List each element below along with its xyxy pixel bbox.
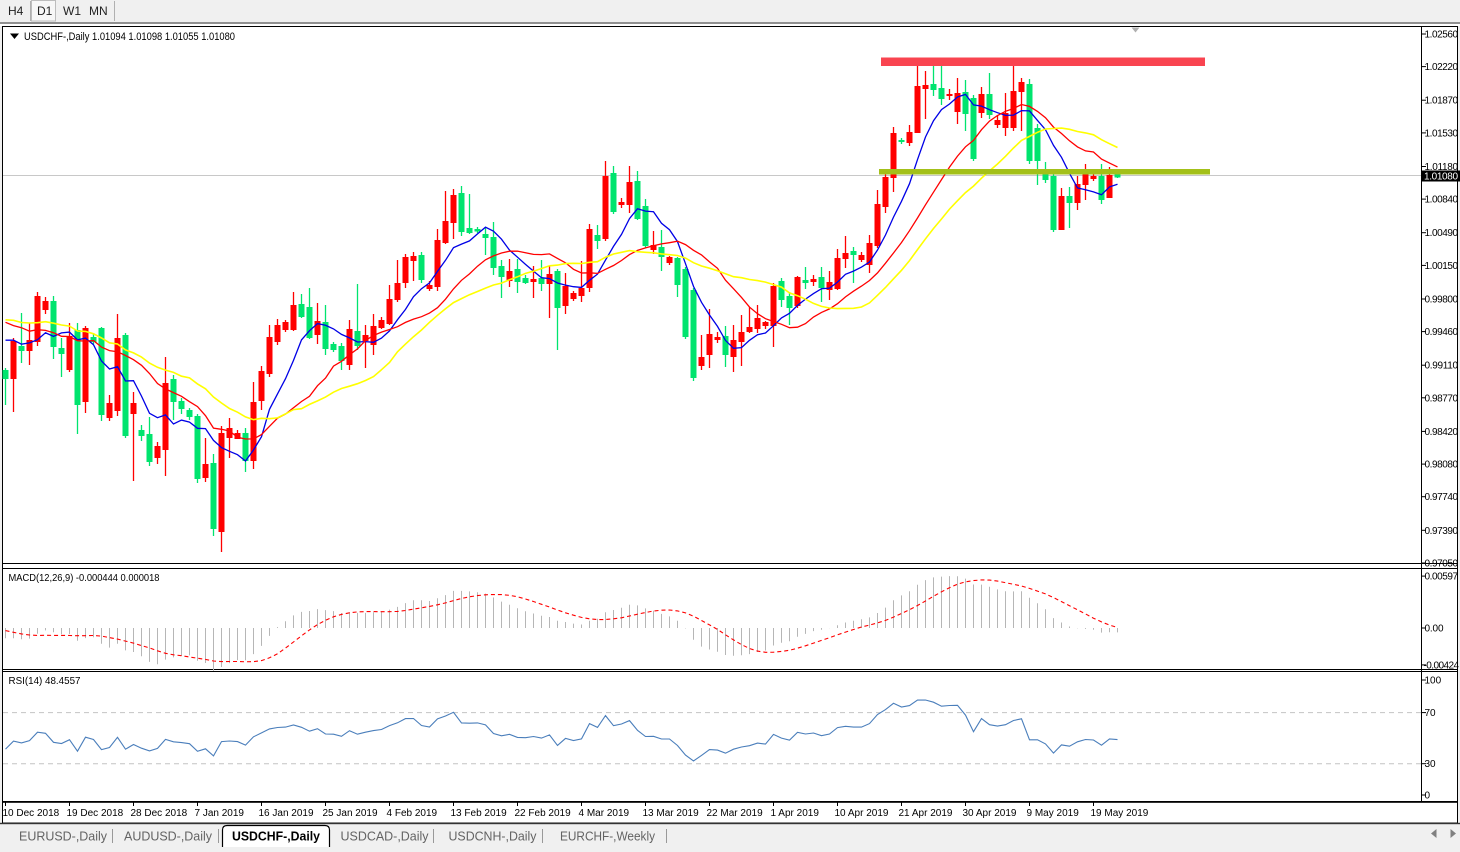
svg-text:1.02560: 1.02560: [1425, 30, 1459, 41]
svg-text:EURCHF-,Weekly: EURCHF-,Weekly: [560, 830, 656, 844]
svg-text:0.99460: 0.99460: [1425, 327, 1459, 338]
svg-text:70: 70: [1425, 708, 1437, 719]
svg-text:1.02220: 1.02220: [1425, 62, 1459, 73]
svg-text:D1: D1: [37, 4, 53, 18]
svg-text:RSI(14) 48.4557: RSI(14) 48.4557: [9, 675, 81, 687]
svg-text:7 Jan 2019: 7 Jan 2019: [195, 808, 245, 819]
svg-text:AUDUSD-,Daily: AUDUSD-,Daily: [124, 830, 213, 844]
svg-text:0.99800: 0.99800: [1425, 295, 1459, 306]
svg-text:0.97740: 0.97740: [1425, 492, 1459, 503]
svg-text:-0.00424: -0.00424: [1424, 660, 1460, 671]
svg-text:1.00490: 1.00490: [1425, 228, 1459, 239]
svg-text:0.98080: 0.98080: [1425, 460, 1459, 471]
svg-text:10 Apr 2019: 10 Apr 2019: [835, 808, 889, 819]
svg-text:0.00: 0.00: [1425, 624, 1444, 635]
svg-text:H4: H4: [8, 4, 24, 18]
svg-text:1.00840: 1.00840: [1425, 195, 1459, 206]
svg-text:1.00150: 1.00150: [1425, 261, 1459, 272]
svg-text:0.99110: 0.99110: [1425, 361, 1459, 372]
svg-text:EURUSD-,Daily: EURUSD-,Daily: [19, 830, 108, 844]
svg-text:USDCNH-,Daily: USDCNH-,Daily: [449, 830, 538, 844]
svg-text:0.98770: 0.98770: [1425, 393, 1459, 404]
svg-text:10 Dec 2018: 10 Dec 2018: [3, 808, 60, 819]
svg-text:W1: W1: [63, 4, 81, 18]
svg-text:0.00597: 0.00597: [1425, 572, 1459, 583]
svg-text:USDCHF-,Daily 1.01094 1.01098: USDCHF-,Daily 1.01094 1.01098 1.01055 1.…: [24, 31, 235, 43]
svg-text:1.01080: 1.01080: [1424, 172, 1458, 183]
svg-text:MACD(12,26,9) -0.000444 0.0000: MACD(12,26,9) -0.000444 0.000018: [9, 572, 160, 584]
svg-text:MN: MN: [89, 4, 108, 18]
svg-text:21 Apr 2019: 21 Apr 2019: [899, 808, 953, 819]
svg-text:0.98420: 0.98420: [1425, 427, 1459, 438]
svg-text:9 May 2019: 9 May 2019: [1027, 808, 1080, 819]
svg-text:13 Feb 2019: 13 Feb 2019: [451, 808, 508, 819]
svg-text:1.01530: 1.01530: [1425, 128, 1459, 139]
svg-text:19 Dec 2018: 19 Dec 2018: [67, 808, 124, 819]
svg-text:0.97050: 0.97050: [1425, 559, 1459, 570]
svg-text:1 Apr 2019: 1 Apr 2019: [771, 808, 820, 819]
svg-text:30: 30: [1425, 759, 1437, 770]
svg-text:30 Apr 2019: 30 Apr 2019: [963, 808, 1017, 819]
svg-text:16 Jan 2019: 16 Jan 2019: [259, 808, 314, 819]
svg-text:4 Feb 2019: 4 Feb 2019: [387, 808, 438, 819]
svg-text:1.01870: 1.01870: [1425, 96, 1459, 107]
svg-text:13 Mar 2019: 13 Mar 2019: [643, 808, 700, 819]
svg-text:USDCHF-,Daily: USDCHF-,Daily: [232, 830, 320, 844]
svg-text:0.97390: 0.97390: [1425, 526, 1459, 537]
svg-text:25 Jan 2019: 25 Jan 2019: [323, 808, 378, 819]
svg-text:USDCAD-,Daily: USDCAD-,Daily: [341, 830, 430, 844]
svg-text:22 Mar 2019: 22 Mar 2019: [707, 808, 764, 819]
svg-text:100: 100: [1425, 676, 1442, 687]
svg-text:19 May 2019: 19 May 2019: [1091, 808, 1149, 819]
svg-text:0: 0: [1425, 791, 1431, 802]
svg-text:28 Dec 2018: 28 Dec 2018: [131, 808, 188, 819]
svg-text:22 Feb 2019: 22 Feb 2019: [515, 808, 572, 819]
svg-text:4 Mar 2019: 4 Mar 2019: [579, 808, 630, 819]
